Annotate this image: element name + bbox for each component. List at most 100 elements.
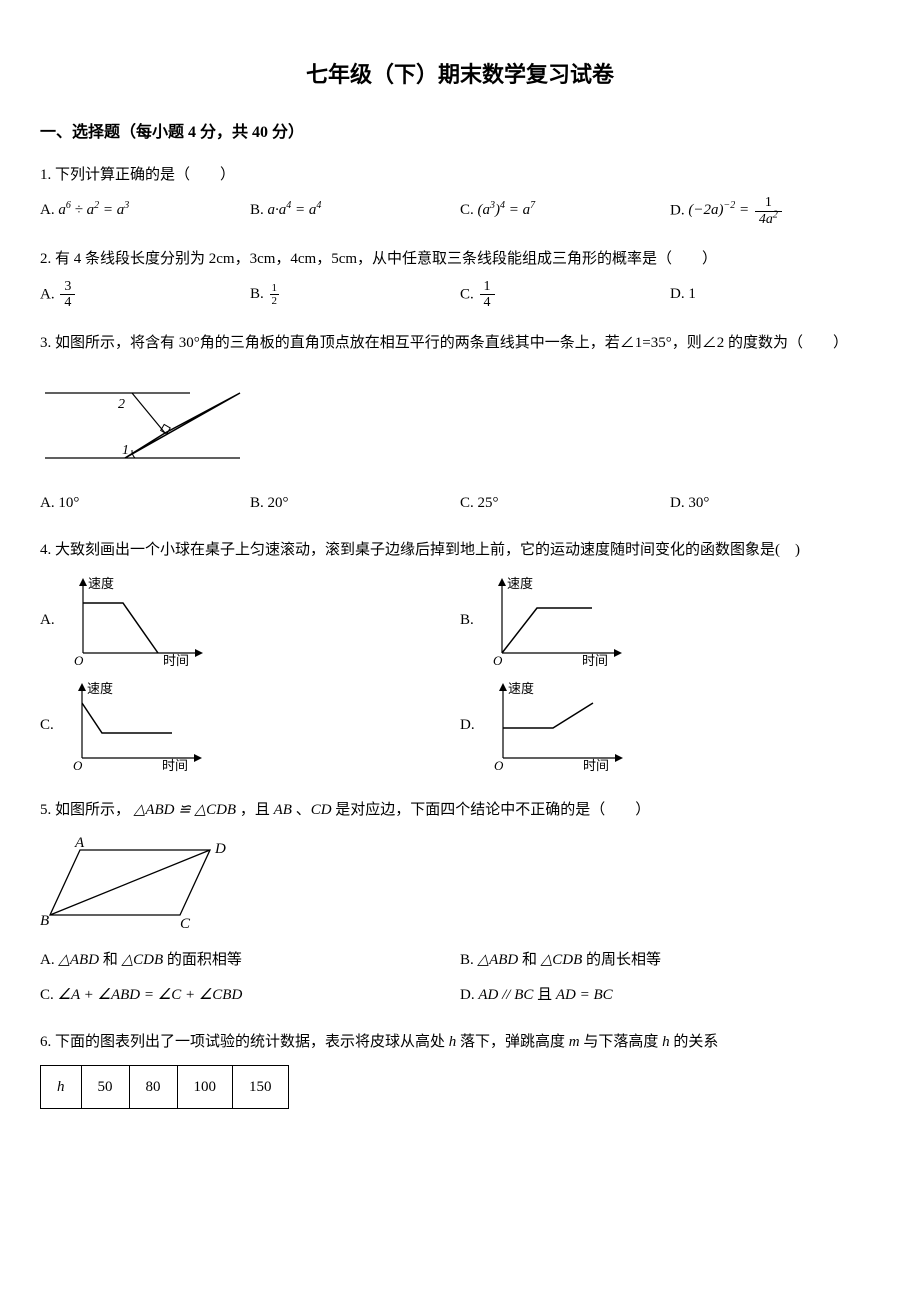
svg-text:时间: 时间	[162, 758, 188, 773]
fraction: 1 4a2	[755, 195, 782, 227]
question-3: 3. 如图所示，将含有 30°角的三角板的直角顶点放在相互平行的两条直线其中一条…	[40, 328, 880, 523]
q3-opt-c: C. 25°	[460, 488, 670, 518]
opt-label: C.	[460, 286, 478, 302]
svg-text:速度: 速度	[508, 681, 534, 696]
table-cell: 150	[233, 1065, 289, 1108]
opt-label: C.	[460, 202, 478, 218]
q2-opt-c: C. 1 4	[460, 279, 670, 311]
svg-text:速度: 速度	[87, 681, 113, 696]
math-expr: a·a4 = a4	[268, 202, 322, 218]
svg-text:O: O	[493, 653, 503, 668]
opt-label: B.	[250, 286, 268, 302]
q2-opt-b: B. 1 2	[250, 279, 460, 311]
svg-text:B: B	[40, 913, 49, 929]
opt-text: C. ∠A + ∠ABD = ∠C + ∠CBD	[40, 987, 242, 1003]
opt-label: D.	[670, 286, 688, 302]
fraction: 1 2	[270, 282, 280, 307]
table-cell: 80	[129, 1065, 177, 1108]
svg-text:时间: 时间	[583, 758, 609, 773]
table-row: h 50 80 100 150	[41, 1065, 289, 1108]
fraction: 3 4	[60, 279, 75, 311]
q6-stem: 6. 下面的图表列出了一项试验的统计数据，表示将皮球从高处 h 落下，弹跳高度 …	[40, 1027, 880, 1057]
q5-options: A. △ABD 和 △CDB 的面积相等 B. △ABD 和 △CDB 的周长相…	[40, 945, 880, 1015]
question-1: 1. 下列计算正确的是（ ） A. a6 ÷ a2 = a3 B. a·a4 =…	[40, 160, 880, 232]
opt-label: A.	[40, 286, 58, 302]
q1-opt-b: B. a·a4 = a4	[250, 195, 460, 227]
numerator: 3	[60, 279, 75, 295]
label-2: 2	[118, 397, 125, 412]
question-2: 2. 有 4 条线段长度分别为 2cm，3cm，4cm，5cm，从中任意取三条线…	[40, 244, 880, 316]
svg-text:O: O	[494, 758, 504, 773]
q5-opt-d: D. AD // BC 且 AD = BC	[460, 980, 880, 1010]
stem-text: ，且 AB 、CD 是对应边，下面四个结论中不正确的是（ ）	[240, 802, 650, 818]
opt-text: 1	[688, 286, 696, 302]
q4-figures: A. 速度 O 时间 B. 速度 O 时间	[40, 573, 880, 783]
graph-b: 速度 O 时间	[482, 573, 632, 668]
svg-text:O: O	[73, 758, 83, 773]
opt-label: B.	[250, 202, 268, 218]
question-5: 5. 如图所示， △ABD ≌ △CDB ，且 AB 、CD 是对应边，下面四个…	[40, 795, 880, 1015]
opt-text: D. AD // BC 且 AD = BC	[460, 987, 613, 1003]
denominator: 4a2	[755, 212, 782, 227]
opt-label: D.	[670, 202, 688, 218]
table-cell: 100	[177, 1065, 233, 1108]
svg-text:时间: 时间	[163, 653, 189, 668]
svg-text:D: D	[214, 841, 226, 857]
stem-text: 5. 如图所示，	[40, 802, 130, 818]
svg-text:O: O	[74, 653, 84, 668]
q2-stem: 2. 有 4 条线段长度分别为 2cm，3cm，4cm，5cm，从中任意取三条线…	[40, 244, 880, 274]
q3-opt-a: A. 10°	[40, 488, 250, 518]
opt-text: B. △ABD 和 △CDB 的周长相等	[460, 952, 661, 968]
q5-opt-c: C. ∠A + ∠ABD = ∠C + ∠CBD	[40, 980, 460, 1010]
q3-figure: 2 1	[40, 368, 880, 478]
q5-opt-b: B. △ABD 和 △CDB 的周长相等	[460, 945, 880, 975]
graph-a: 速度 O 时间	[63, 573, 213, 668]
q2-options: A. 3 4 B. 1 2 C. 1 4 D. 1	[40, 279, 880, 316]
svg-text:速度: 速度	[88, 576, 114, 591]
q3-opt-d: D. 30°	[670, 488, 880, 518]
numerator: 1	[270, 282, 280, 295]
svg-text:时间: 时间	[582, 653, 608, 668]
q3-opt-b: B. 20°	[250, 488, 460, 518]
q4-opt-b: B. 速度 O 时间	[460, 573, 880, 668]
math-expr: (−2a)−2 =	[688, 202, 753, 218]
q1-opt-d: D. (−2a)−2 = 1 4a2	[670, 195, 880, 227]
q2-opt-a: A. 3 4	[40, 279, 250, 311]
svg-text:A: A	[74, 835, 85, 851]
question-6: 6. 下面的图表列出了一项试验的统计数据，表示将皮球从高处 h 落下，弹跳高度 …	[40, 1027, 880, 1109]
opt-label: A.	[40, 605, 55, 635]
section-1-title: 一、选择题（每小题 4 分，共 40 分）	[40, 119, 880, 148]
page-title: 七年级（下）期末数学复习试卷	[40, 55, 880, 95]
opt-label: B.	[460, 605, 474, 635]
denominator: 2	[270, 295, 280, 307]
fraction: 1 4	[480, 279, 495, 311]
table-cell-header: h	[41, 1065, 82, 1108]
q4-opt-d: D. 速度 O 时间	[460, 678, 880, 773]
math-expr: △ABD ≌ △CDB	[134, 802, 236, 818]
parallelogram-figure: A D B C	[40, 835, 250, 935]
opt-label: D.	[460, 710, 475, 740]
q4-stem: 4. 大致刻画出一个小球在桌子上匀速滚动，滚到桌子边缘后掉到地上前，它的运动速度…	[40, 535, 880, 565]
q3-stem: 3. 如图所示，将含有 30°角的三角板的直角顶点放在相互平行的两条直线其中一条…	[40, 328, 880, 358]
q2-opt-d: D. 1	[670, 279, 880, 311]
opt-label: A.	[40, 202, 58, 218]
q5-opt-a: A. △ABD 和 △CDB 的面积相等	[40, 945, 460, 975]
q4-opt-c: C. 速度 O 时间	[40, 678, 460, 773]
question-4: 4. 大致刻画出一个小球在桌子上匀速滚动，滚到桌子边缘后掉到地上前，它的运动速度…	[40, 535, 880, 783]
q1-opt-a: A. a6 ÷ a2 = a3	[40, 195, 250, 227]
q5-stem: 5. 如图所示， △ABD ≌ △CDB ，且 AB 、CD 是对应边，下面四个…	[40, 795, 880, 825]
q5-figure: A D B C	[40, 835, 880, 935]
q1-opt-c: C. (a3)4 = a7	[460, 195, 670, 227]
denominator: 4	[480, 295, 495, 310]
math-expr: (a3)4 = a7	[478, 202, 536, 218]
table-cell: 50	[81, 1065, 129, 1108]
label-1: 1	[122, 443, 129, 458]
graph-d: 速度 O 时间	[483, 678, 633, 773]
denominator: 4	[60, 295, 75, 310]
q3-options: A. 10° B. 20° C. 25° D. 30°	[40, 488, 880, 523]
svg-text:速度: 速度	[507, 576, 533, 591]
q1-options: A. a6 ÷ a2 = a3 B. a·a4 = a4 C. (a3)4 = …	[40, 195, 880, 232]
opt-text: A. △ABD 和 △CDB 的面积相等	[40, 952, 242, 968]
graph-c: 速度 O 时间	[62, 678, 212, 773]
numerator: 1	[480, 279, 495, 295]
